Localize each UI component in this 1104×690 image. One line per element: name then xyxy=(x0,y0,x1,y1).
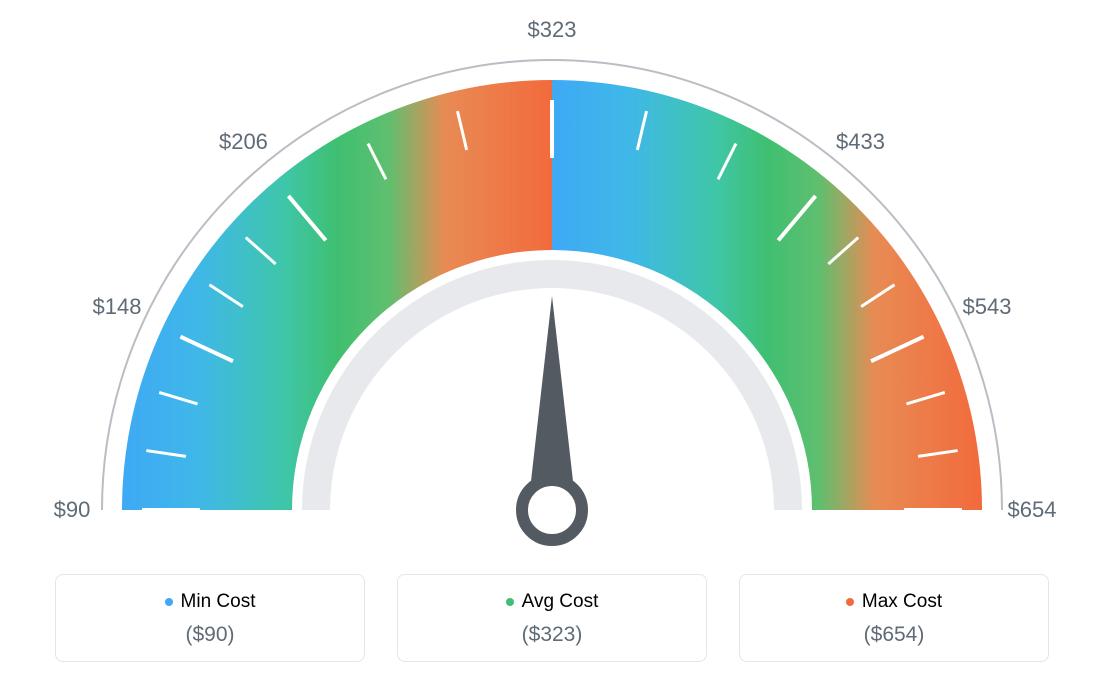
legend-max-value: ($654) xyxy=(740,623,1048,647)
gauge-tick-label: $433 xyxy=(836,129,885,155)
legend-avg-label: Avg Cost xyxy=(522,591,599,613)
legend-min-title: Min Cost xyxy=(165,591,256,613)
legend-avg-title: Avg Cost xyxy=(506,591,599,613)
cost-gauge-widget: $90 $148 $206 $323 $433 $543 $654 Min Cost ($9… xyxy=(0,0,1104,690)
legend-min-label: Min Cost xyxy=(181,591,256,613)
legend-avg: Avg Cost ($323) xyxy=(397,574,707,662)
gauge-tick-label: $543 xyxy=(963,294,1012,320)
legend-row: Min Cost ($90) Avg Cost ($323) Max Cost … xyxy=(0,574,1104,662)
gauge-tick-label: $206 xyxy=(219,129,268,155)
legend-avg-value: ($323) xyxy=(398,623,706,647)
legend-max-title: Max Cost xyxy=(846,591,942,613)
legend-max: Max Cost ($654) xyxy=(739,574,1049,662)
gauge-tick-label: $323 xyxy=(528,17,577,43)
gauge-tick-label: $90 xyxy=(54,497,91,523)
dot-icon xyxy=(165,598,173,606)
legend-min-value: ($90) xyxy=(56,623,364,647)
gauge-tick-label: $654 xyxy=(1008,497,1057,523)
gauge-area: $90 $148 $206 $323 $433 $543 $654 xyxy=(0,0,1104,560)
legend-max-label: Max Cost xyxy=(862,591,942,613)
dot-icon xyxy=(506,598,514,606)
dot-icon xyxy=(846,598,854,606)
gauge-tick-label: $148 xyxy=(92,294,141,320)
legend-min: Min Cost ($90) xyxy=(55,574,365,662)
gauge-svg xyxy=(0,0,1104,560)
